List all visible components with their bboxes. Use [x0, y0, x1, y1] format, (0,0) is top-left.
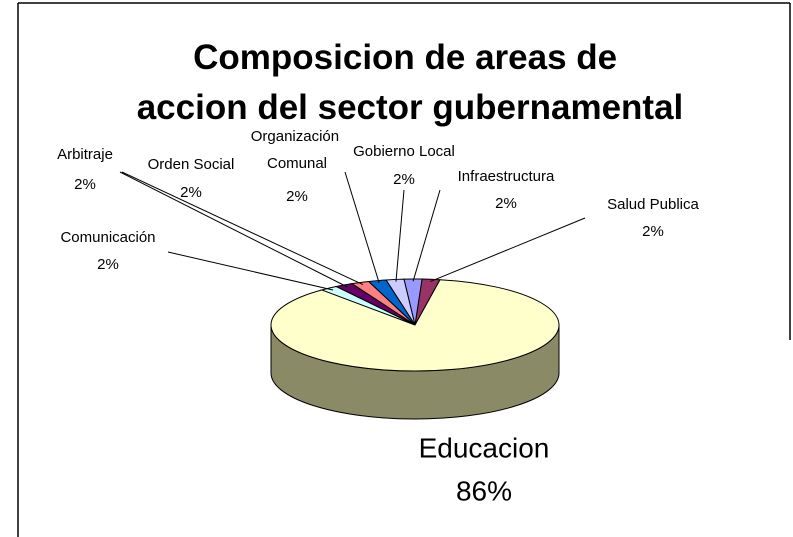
slice-value-label: 2% — [642, 223, 664, 240]
slice-value-label: 2% — [393, 171, 415, 188]
pie-slice — [270, 279, 560, 372]
slice-label: Infraestructura — [458, 168, 555, 185]
slice-label: Arbitraje — [57, 146, 113, 163]
slice-value-label: 2% — [286, 188, 308, 205]
slice-value-label: 2% — [74, 176, 96, 193]
leader-line — [395, 189, 405, 282]
slice-label: Orden Social — [148, 156, 235, 173]
slice-value-label: 2% — [97, 256, 119, 273]
slice-label: Comunicación — [60, 229, 155, 246]
slice-label: Salud Publica — [607, 196, 699, 213]
slice-value-label: 2% — [180, 184, 202, 201]
slice-value-label: 2% — [495, 195, 517, 212]
leader-line — [167, 251, 334, 291]
chart-title: Composicion de areas de accion del secto… — [137, 38, 684, 127]
slice-label: Educacion — [419, 432, 550, 463]
leader-line — [430, 217, 586, 283]
slice-label: Organización Comunal — [251, 128, 344, 172]
leader-line — [119, 171, 348, 288]
leader-line — [412, 189, 441, 282]
slice-label: Gobierno Local — [353, 143, 455, 160]
slice-value-label: 86% — [456, 475, 512, 506]
leader-line — [121, 171, 364, 286]
leader-line — [344, 171, 380, 283]
